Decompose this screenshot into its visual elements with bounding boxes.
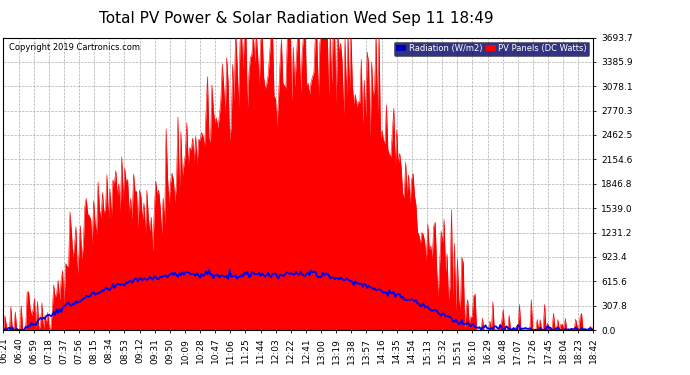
Text: Copyright 2019 Cartronics.com: Copyright 2019 Cartronics.com — [10, 44, 140, 52]
Legend: Radiation (W/m2), PV Panels (DC Watts): Radiation (W/m2), PV Panels (DC Watts) — [394, 42, 589, 56]
Text: Total PV Power & Solar Radiation Wed Sep 11 18:49: Total PV Power & Solar Radiation Wed Sep… — [99, 11, 494, 26]
